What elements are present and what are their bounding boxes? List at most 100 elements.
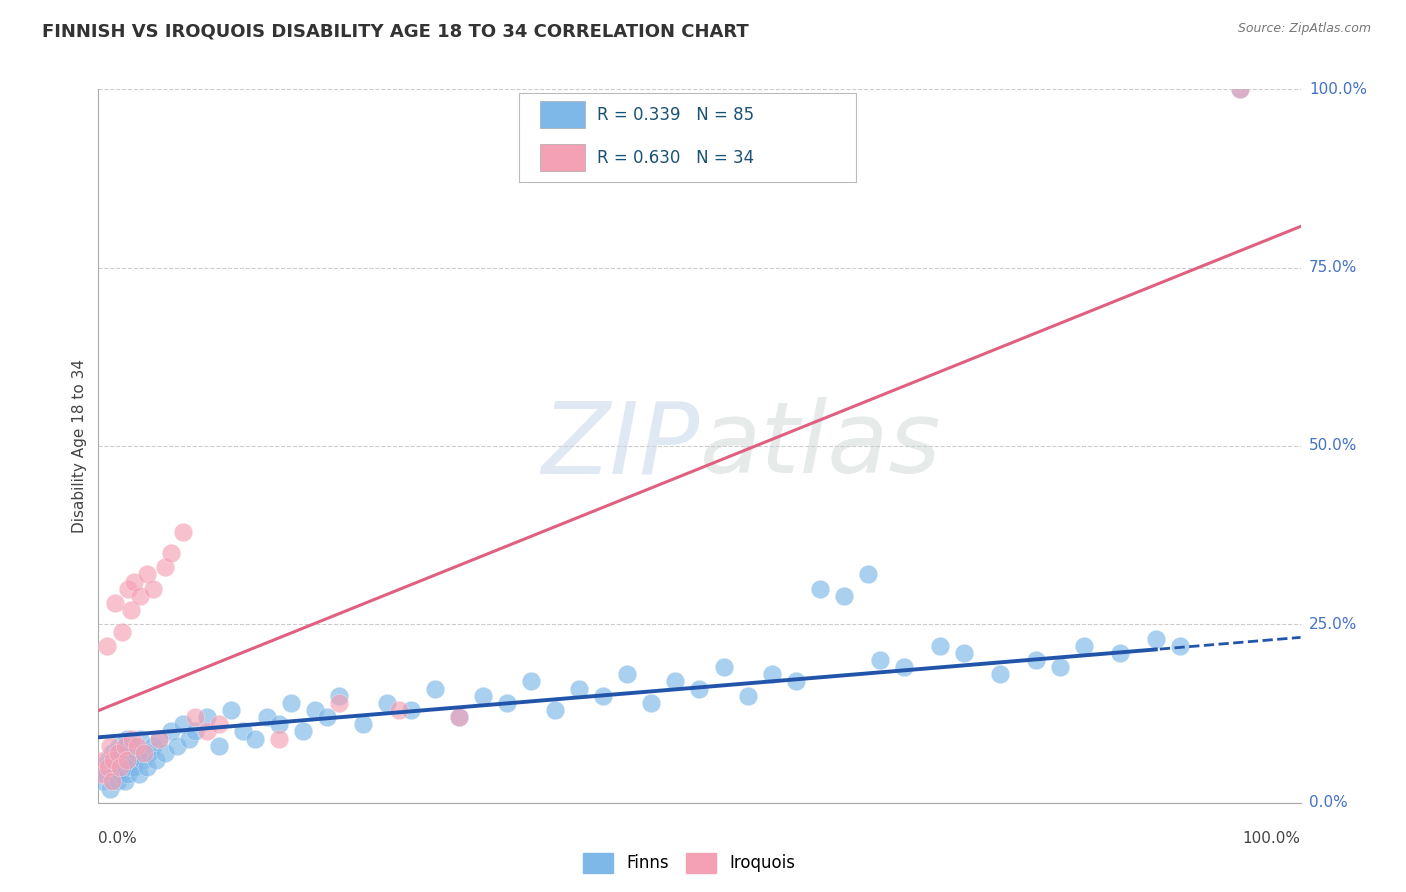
Point xyxy=(352,717,374,731)
Point xyxy=(138,746,160,760)
Point xyxy=(132,753,155,767)
Point xyxy=(399,703,422,717)
Point xyxy=(159,546,181,560)
Point xyxy=(159,724,181,739)
Point xyxy=(423,681,446,696)
Point xyxy=(267,731,290,746)
FancyBboxPatch shape xyxy=(519,93,856,182)
Point xyxy=(124,760,146,774)
Point xyxy=(856,567,879,582)
Point xyxy=(108,760,131,774)
Point xyxy=(135,567,157,582)
Point xyxy=(105,753,128,767)
Point xyxy=(1229,82,1251,96)
Point xyxy=(195,710,218,724)
Point xyxy=(447,710,470,724)
Point xyxy=(869,653,891,667)
Point xyxy=(111,624,134,639)
Point xyxy=(328,696,350,710)
Y-axis label: Disability Age 18 to 34: Disability Age 18 to 34 xyxy=(72,359,87,533)
Point xyxy=(953,646,976,660)
Point xyxy=(93,753,115,767)
Point xyxy=(713,660,735,674)
Point xyxy=(145,753,167,767)
Point xyxy=(125,746,148,760)
Point xyxy=(291,724,314,739)
Point xyxy=(118,753,141,767)
Point xyxy=(101,753,124,767)
Bar xyxy=(540,145,585,171)
Point xyxy=(101,774,124,789)
Point xyxy=(737,689,759,703)
Point xyxy=(177,731,200,746)
Point xyxy=(988,667,1011,681)
Point xyxy=(148,731,170,746)
Point xyxy=(328,689,350,703)
Point xyxy=(97,760,120,774)
Point xyxy=(496,696,519,710)
Point xyxy=(520,674,543,689)
Point xyxy=(761,667,783,681)
Point xyxy=(893,660,915,674)
Point xyxy=(93,760,115,774)
Point xyxy=(141,582,163,596)
Text: 50.0%: 50.0% xyxy=(1309,439,1357,453)
Point xyxy=(100,774,122,789)
Point xyxy=(928,639,950,653)
Text: R = 0.339   N = 85: R = 0.339 N = 85 xyxy=(598,106,755,124)
Point xyxy=(808,582,831,596)
Point xyxy=(91,767,114,781)
Point xyxy=(96,767,118,781)
Point xyxy=(388,703,411,717)
Text: Source: ZipAtlas.com: Source: ZipAtlas.com xyxy=(1237,22,1371,36)
Point xyxy=(120,603,142,617)
Point xyxy=(100,781,122,796)
Point xyxy=(107,746,129,760)
Point xyxy=(195,724,218,739)
Point xyxy=(117,767,139,781)
Point xyxy=(315,710,337,724)
Point xyxy=(112,753,135,767)
Point xyxy=(472,689,495,703)
Point xyxy=(832,589,855,603)
Text: 100.0%: 100.0% xyxy=(1243,831,1301,846)
Point xyxy=(208,739,231,753)
Point xyxy=(100,746,122,760)
Point xyxy=(115,760,138,774)
Text: 100.0%: 100.0% xyxy=(1309,82,1367,96)
Point xyxy=(129,589,152,603)
Point xyxy=(104,767,127,781)
Point xyxy=(110,767,132,781)
Point xyxy=(114,739,136,753)
Point xyxy=(114,774,136,789)
Point xyxy=(103,760,125,774)
Point xyxy=(256,710,278,724)
Point xyxy=(267,717,290,731)
Point xyxy=(1144,632,1167,646)
Point xyxy=(117,731,139,746)
Point xyxy=(1073,639,1095,653)
Point xyxy=(219,703,242,717)
Point xyxy=(688,681,710,696)
Text: 0.0%: 0.0% xyxy=(98,831,138,846)
Point xyxy=(153,746,176,760)
Point xyxy=(100,739,122,753)
Point xyxy=(568,681,591,696)
Point xyxy=(124,574,146,589)
Point xyxy=(785,674,807,689)
Text: 75.0%: 75.0% xyxy=(1309,260,1357,275)
Point xyxy=(172,717,194,731)
Point xyxy=(108,739,131,753)
Text: 0.0%: 0.0% xyxy=(1309,796,1347,810)
Point xyxy=(107,774,129,789)
Point xyxy=(1049,660,1071,674)
Point xyxy=(243,731,266,746)
Point xyxy=(141,739,163,753)
Point xyxy=(304,703,326,717)
Point xyxy=(129,731,152,746)
Text: ZIP: ZIP xyxy=(541,398,699,494)
Point xyxy=(1229,82,1251,96)
Point xyxy=(183,724,205,739)
Point xyxy=(121,731,143,746)
Point xyxy=(592,689,614,703)
